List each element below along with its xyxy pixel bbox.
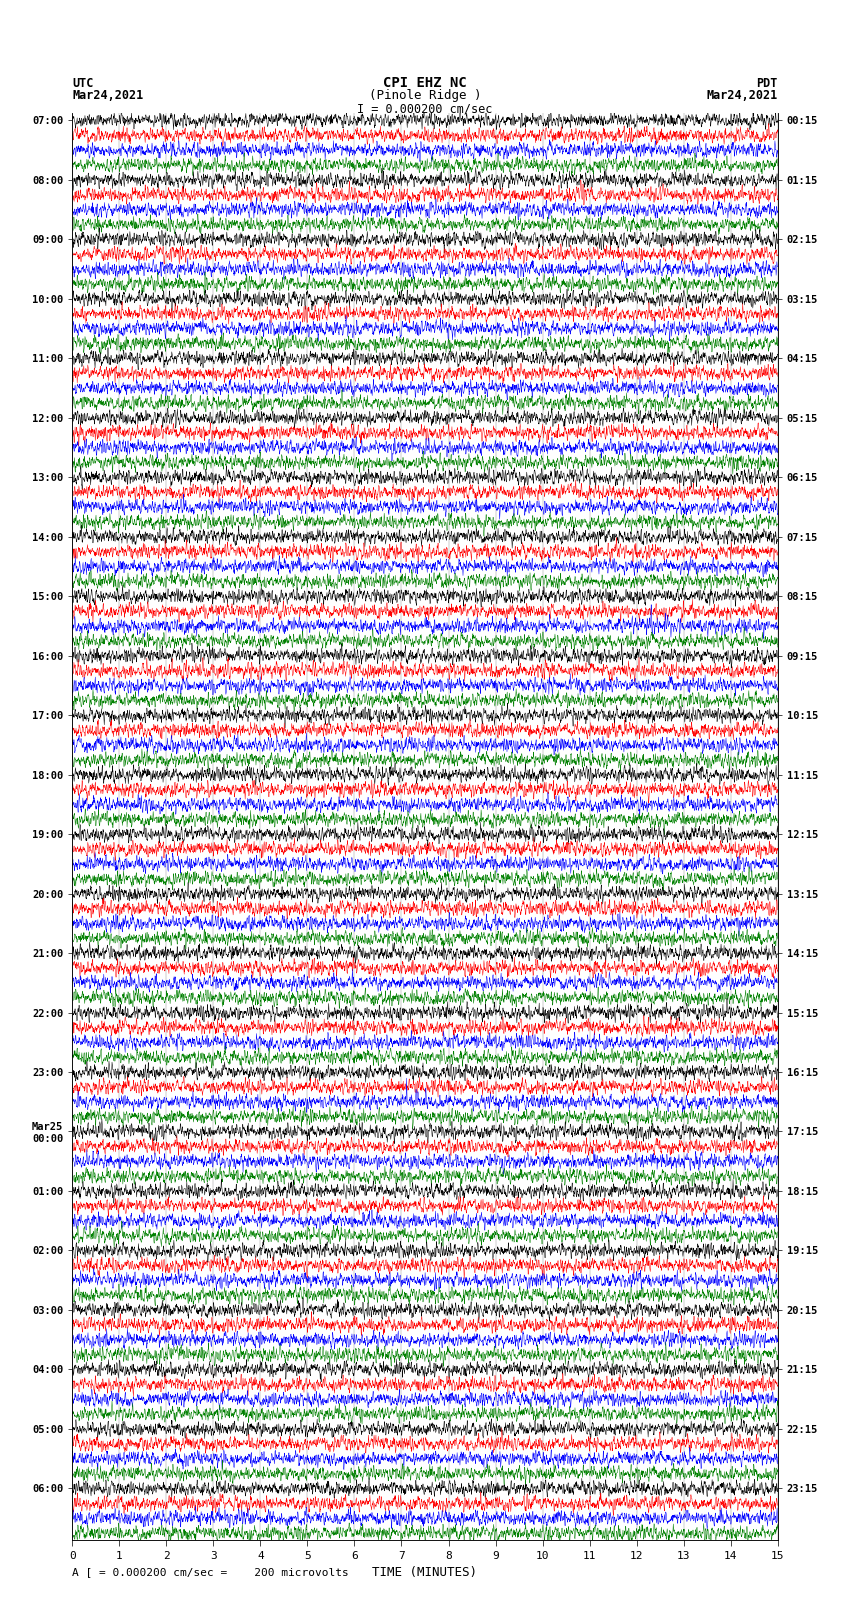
Text: PDT: PDT: [756, 76, 778, 90]
Text: I = 0.000200 cm/sec: I = 0.000200 cm/sec: [357, 102, 493, 116]
Text: UTC: UTC: [72, 76, 94, 90]
Text: Mar24,2021: Mar24,2021: [706, 89, 778, 103]
X-axis label: TIME (MINUTES): TIME (MINUTES): [372, 1566, 478, 1579]
Text: Mar24,2021: Mar24,2021: [72, 89, 144, 103]
Text: A [ = 0.000200 cm/sec =    200 microvolts: A [ = 0.000200 cm/sec = 200 microvolts: [72, 1568, 349, 1578]
Text: (Pinole Ridge ): (Pinole Ridge ): [369, 89, 481, 103]
Text: CPI EHZ NC: CPI EHZ NC: [383, 76, 467, 90]
